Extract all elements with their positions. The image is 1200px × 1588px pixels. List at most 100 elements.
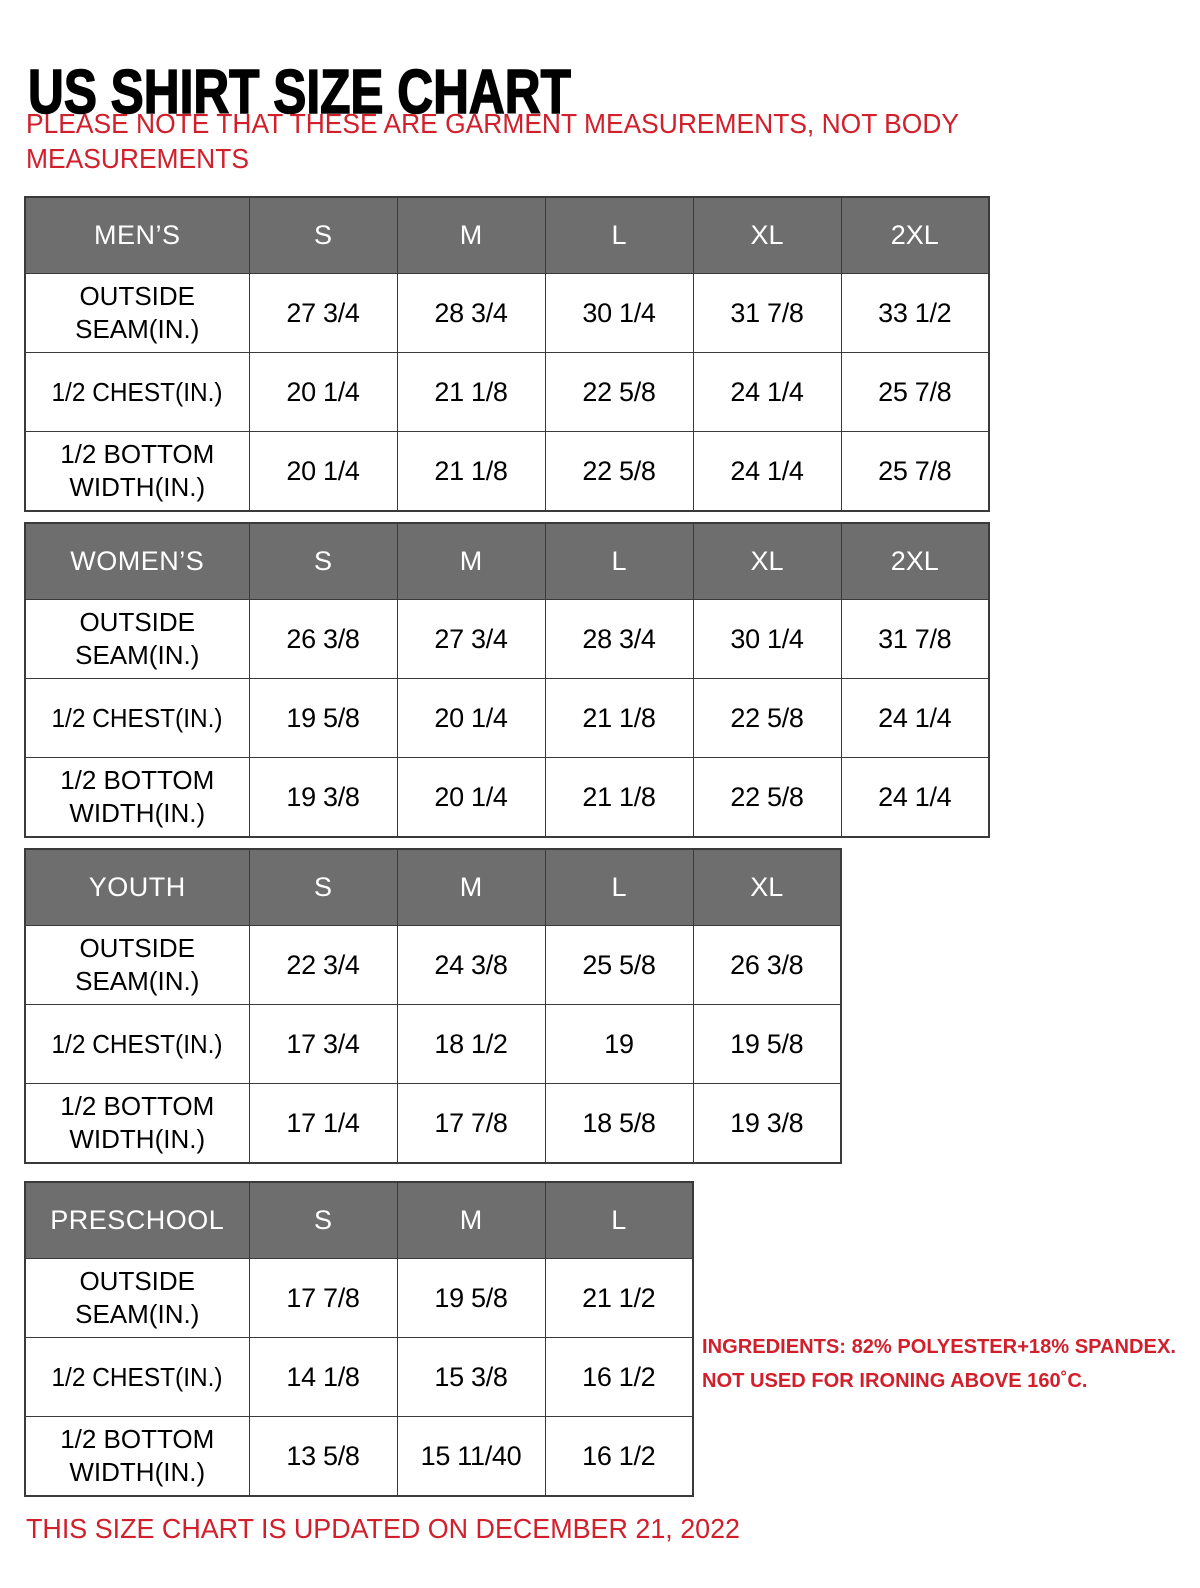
measurement-value: 15 11/40 bbox=[396, 1416, 546, 1497]
page-title: US SHIRT SIZE CHART bbox=[27, 57, 571, 127]
measurement-value: 21 1/8 bbox=[544, 757, 694, 838]
measurement-label-line-1: 1/2 BOTTOM bbox=[60, 439, 215, 469]
measurement-label: 1/2 BOTTOM WIDTH(IN.) bbox=[24, 757, 250, 838]
table-row: 1/2 BOTTOM WIDTH(IN.) 17 1/4 17 7/8 18 5/8 19… bbox=[24, 1083, 842, 1164]
preschool-size-table: PRESCHOOL S M L OUTSIDE SEAM(IN.) 17 7/8 19 5/8… bbox=[24, 1181, 694, 1497]
measurement-value: 19 5/8 bbox=[692, 1004, 842, 1084]
size-column-header-s: S bbox=[248, 522, 398, 600]
size-column-header-xl: XL bbox=[692, 848, 842, 926]
measurement-value: 22 5/8 bbox=[692, 757, 842, 838]
measurement-value: 30 1/4 bbox=[692, 599, 842, 679]
measurement-value: 22 5/8 bbox=[692, 678, 842, 758]
measurement-label-line-1: 1/2 CHEST(IN.) bbox=[51, 1361, 223, 1392]
measurement-value: 17 1/4 bbox=[248, 1083, 398, 1164]
measurement-value: 15 3/8 bbox=[396, 1337, 546, 1417]
table-row: OUTSIDE SEAM(IN.) 26 3/8 27 3/4 28 3/4 30 1/4… bbox=[24, 599, 990, 679]
measurement-value: 17 7/8 bbox=[248, 1258, 398, 1338]
size-column-header-xl: XL bbox=[692, 196, 842, 274]
ingredients-note: INGREDIENTS: 82% POLYESTER+18% SPANDEX. … bbox=[702, 1330, 1182, 1398]
measurement-label-line-1: 1/2 CHEST(IN.) bbox=[51, 376, 223, 407]
table-header-row: WOMEN’S S M L XL 2XL bbox=[24, 522, 990, 600]
size-column-header-2xl: 2XL bbox=[840, 196, 990, 274]
size-column-header-m: M bbox=[396, 1181, 546, 1259]
measurement-value: 20 1/4 bbox=[248, 431, 398, 512]
measurement-label: 1/2 BOTTOM WIDTH(IN.) bbox=[24, 1083, 250, 1164]
measurement-value: 20 1/4 bbox=[248, 352, 398, 432]
size-column-header-2xl: 2XL bbox=[840, 522, 990, 600]
measurement-label: 1/2 CHEST(IN.) bbox=[24, 352, 250, 432]
measurement-label-line-1: 1/2 CHEST(IN.) bbox=[51, 702, 223, 733]
size-column-header-s: S bbox=[248, 848, 398, 926]
size-column-header-s: S bbox=[248, 1181, 398, 1259]
table-row: OUTSIDE SEAM(IN.) 17 7/8 19 5/8 21 1/2 bbox=[24, 1258, 694, 1338]
measurement-value: 27 3/4 bbox=[248, 273, 398, 353]
category-header-preschool: PRESCHOOL bbox=[24, 1181, 250, 1259]
size-column-header-l: L bbox=[544, 196, 694, 274]
size-column-header-l: L bbox=[544, 848, 694, 926]
measurement-value: 24 1/4 bbox=[840, 678, 990, 758]
measurement-value: 28 3/4 bbox=[544, 599, 694, 679]
measurement-value: 14 1/8 bbox=[248, 1337, 398, 1417]
measurement-label: OUTSIDE SEAM(IN.) bbox=[24, 925, 250, 1005]
size-column-header-m: M bbox=[396, 848, 546, 926]
table-row: 1/2 BOTTOM WIDTH(IN.) 19 3/8 20 1/4 21 1/8 22… bbox=[24, 757, 990, 838]
measurement-value: 19 3/8 bbox=[692, 1083, 842, 1164]
measurement-value: 17 3/4 bbox=[248, 1004, 398, 1084]
measurement-label: 1/2 CHEST(IN.) bbox=[24, 1337, 250, 1417]
measurement-value: 21 1/8 bbox=[396, 352, 546, 432]
measurement-label: 1/2 CHEST(IN.) bbox=[24, 1004, 250, 1084]
table-row: 1/2 CHEST(IN.) 20 1/4 21 1/8 22 5/8 24 1/4 25… bbox=[24, 352, 990, 432]
measurement-value: 19 3/8 bbox=[248, 757, 398, 838]
measurement-value: 16 1/2 bbox=[544, 1416, 694, 1497]
measurement-value: 25 7/8 bbox=[840, 431, 990, 512]
table-row: 1/2 CHEST(IN.) 19 5/8 20 1/4 21 1/8 22 5/8 24… bbox=[24, 678, 990, 758]
size-column-header-l: L bbox=[544, 522, 694, 600]
measurement-value: 31 7/8 bbox=[692, 273, 842, 353]
measurement-label-line-1: OUTSIDE bbox=[79, 607, 196, 637]
measurement-value: 24 1/4 bbox=[840, 757, 990, 838]
measurement-value: 19 5/8 bbox=[248, 678, 398, 758]
size-column-header-m: M bbox=[396, 196, 546, 274]
measurement-value: 22 3/4 bbox=[248, 925, 398, 1005]
measurement-value: 30 1/4 bbox=[544, 273, 694, 353]
measurement-label-line-2: SEAM(IN.) bbox=[75, 1299, 200, 1329]
measurement-value: 21 1/2 bbox=[544, 1258, 694, 1338]
measurement-value: 22 5/8 bbox=[544, 431, 694, 512]
measurement-label: OUTSIDE SEAM(IN.) bbox=[24, 273, 250, 353]
table-row: OUTSIDE SEAM(IN.) 22 3/4 24 3/8 25 5/8 26 3/8 bbox=[24, 925, 842, 1005]
measurement-value: 20 1/4 bbox=[396, 757, 546, 838]
measurement-value: 26 3/8 bbox=[692, 925, 842, 1005]
youth-size-table: YOUTH S M L XL OUTSIDE SEAM(IN.) 22 3/4 24 3/8 25… bbox=[24, 848, 842, 1164]
measurement-value: 19 bbox=[544, 1004, 694, 1084]
ingredients-line-2: NOT USED FOR IRONING ABOVE 160˚C. bbox=[702, 1369, 1088, 1392]
measurement-label: OUTSIDE SEAM(IN.) bbox=[24, 1258, 250, 1338]
category-header-men-s: MEN’S bbox=[24, 196, 250, 274]
category-header-youth: YOUTH bbox=[24, 848, 250, 926]
table-row: 1/2 BOTTOM WIDTH(IN.) 13 5/8 15 11/40 16 1/2 bbox=[24, 1416, 694, 1497]
size-column-header-m: M bbox=[396, 522, 546, 600]
measurement-label-line-1: 1/2 CHEST(IN.) bbox=[51, 1028, 223, 1059]
table-row: 1/2 CHEST(IN.) 17 3/4 18 1/2 19 19 5/8 bbox=[24, 1004, 842, 1084]
measurement-label-line-1: OUTSIDE bbox=[79, 281, 196, 311]
table-header-row: MEN’S S M L XL 2XL bbox=[24, 196, 990, 274]
measurement-label-line-2: SEAM(IN.) bbox=[75, 314, 200, 344]
measurement-value: 24 1/4 bbox=[692, 352, 842, 432]
size-column-header-l: L bbox=[544, 1181, 694, 1259]
measurement-value: 31 7/8 bbox=[840, 599, 990, 679]
size-column-header-xl: XL bbox=[692, 522, 842, 600]
measurement-label-line-2: SEAM(IN.) bbox=[75, 966, 200, 996]
measurement-value: 33 1/2 bbox=[840, 273, 990, 353]
measurement-value: 18 1/2 bbox=[396, 1004, 546, 1084]
measurement-label-line-2: WIDTH(IN.) bbox=[69, 1124, 206, 1154]
measurement-value: 24 3/8 bbox=[396, 925, 546, 1005]
measurement-label-line-1: 1/2 BOTTOM bbox=[60, 1424, 215, 1454]
measurement-label-line-1: 1/2 BOTTOM bbox=[60, 1091, 215, 1121]
measurement-value: 21 1/8 bbox=[396, 431, 546, 512]
category-header-women-s: WOMEN’S bbox=[24, 522, 250, 600]
measurement-label-line-1: OUTSIDE bbox=[79, 933, 196, 963]
table-header-row: PRESCHOOL S M L bbox=[24, 1181, 694, 1259]
measurement-value: 22 5/8 bbox=[544, 352, 694, 432]
measurement-label-line-2: WIDTH(IN.) bbox=[69, 1457, 206, 1487]
size-column-header-s: S bbox=[248, 196, 398, 274]
